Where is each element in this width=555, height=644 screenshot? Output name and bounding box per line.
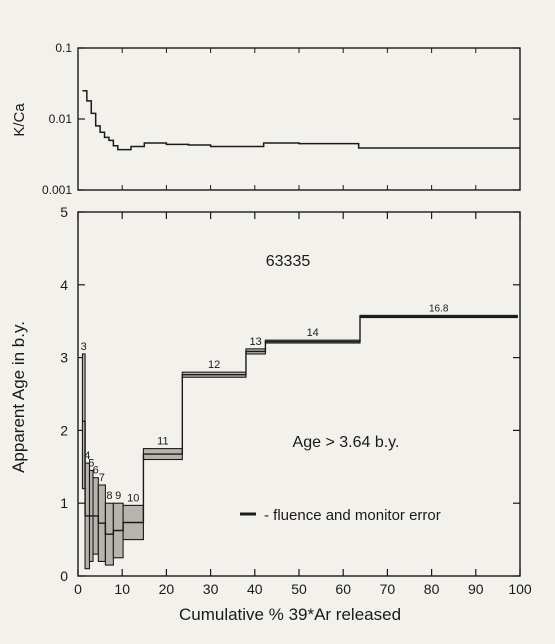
age-x-tick-label: 80: [424, 581, 440, 597]
age-y-tick-label: 3: [60, 350, 68, 366]
age-step-label: 10: [127, 492, 139, 504]
kca-y-tick-label: 0.001: [42, 183, 72, 197]
age-y-tick-label: 4: [60, 277, 68, 293]
age-x-tick-label: 20: [159, 581, 175, 597]
kca-plot-frame: [77, 47, 521, 191]
kca-y-axis-label: K/Ca: [11, 103, 28, 137]
kca-y-tick-label: 0.1: [55, 41, 72, 55]
age-y-tick-label: 0: [60, 568, 68, 584]
age-x-tick-label: 30: [203, 581, 219, 597]
age-x-tick-label: 0: [74, 581, 82, 597]
age-x-tick-label: 50: [291, 581, 307, 597]
age-step-label: 7: [99, 472, 105, 484]
age-x-tick-label: 40: [247, 581, 263, 597]
age-step-label: 14: [307, 327, 319, 339]
age-x-tick-label: 90: [468, 581, 484, 597]
age-x-tick-label: 100: [508, 581, 532, 597]
age-step-label: 12: [208, 359, 220, 371]
kca-series: [82, 89, 520, 151]
age-y-tick-label: 5: [60, 204, 68, 220]
age-annotation: Age > 3.64 b.y.: [293, 434, 400, 451]
age-x-tick-label: 10: [114, 581, 130, 597]
age-y-tick-label: 2: [60, 422, 68, 438]
age-step-label: 8: [106, 490, 112, 502]
age-step-label: 6: [93, 465, 99, 477]
kca-y-tick-label: 0.01: [49, 112, 73, 126]
kca-step-line: [82, 89, 520, 151]
legend-label: - fluence and monitor error: [264, 507, 441, 524]
kca-y-axis: 0.1 0.01 0.001: [42, 41, 521, 197]
age-x-axis: 0 10 20 30 40 50 60 70 80 90 100: [74, 212, 532, 597]
age-step-label: 13: [250, 336, 262, 348]
sample-number: 63335: [266, 253, 311, 270]
age-step-outline: [82, 315, 518, 535]
age-y-tick-label: 1: [60, 495, 68, 511]
age-step-label: 9: [115, 490, 121, 502]
age-step-label: 4: [84, 450, 90, 462]
age-step-label: 3: [81, 341, 87, 353]
age-step-label: 11: [157, 436, 168, 448]
age-step-label: 16.8: [429, 303, 449, 314]
age-x-axis-label: Cumulative % 39*Ar released: [179, 605, 401, 624]
age-x-tick-label: 60: [335, 581, 351, 597]
age-step-label: 5: [88, 457, 94, 469]
age-y-axis-label: Apparent Age in b.y.: [9, 321, 28, 473]
age-x-tick-label: 70: [380, 581, 396, 597]
